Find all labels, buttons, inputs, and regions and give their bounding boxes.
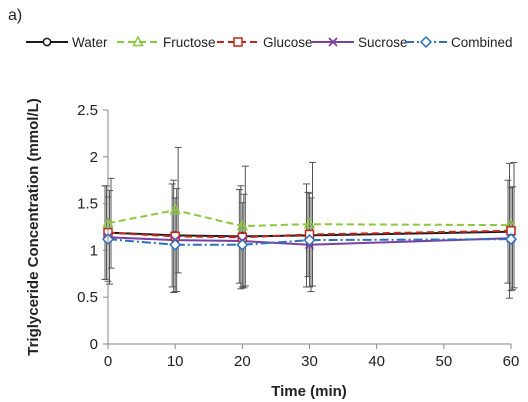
y-tick-label: 2.5: [77, 102, 98, 119]
y-tick-label: 0: [90, 336, 98, 353]
legend-marker: [42, 37, 52, 47]
error-bars: [101, 146, 518, 299]
x-tick-label: 50: [435, 353, 452, 370]
legend-label: Combined: [451, 35, 513, 50]
y-tick-label: 2: [90, 149, 98, 166]
legend-marker: [132, 35, 144, 47]
legend-marker: [328, 37, 338, 47]
legend-item-glucose: Glucose: [217, 35, 313, 50]
legend-label: Water: [72, 35, 108, 50]
legend-label: Fructose: [163, 35, 216, 50]
x-tick-label: 20: [234, 353, 251, 370]
data-point-combined: [169, 238, 182, 251]
legend-item-combined: Combined: [405, 35, 513, 50]
legend-label: Sucrose: [358, 35, 408, 50]
legend-item-fructose: Fructose: [117, 35, 216, 50]
x-tick-label: 0: [104, 353, 112, 370]
x-axis-title: Time (min): [271, 383, 347, 400]
x-tick-label: 60: [503, 353, 520, 370]
legend-item-water: Water: [26, 35, 108, 50]
axes: [103, 109, 512, 349]
data-point-fructose: [169, 203, 181, 215]
data-point-combined: [236, 238, 249, 251]
legend-label: Glucose: [263, 35, 313, 50]
data-point-combined: [504, 233, 518, 246]
y-tick-labels: 0 0.5 1 1.5 2 2.5: [77, 102, 98, 353]
series-markers: [101, 203, 518, 251]
data-point-fructose: [236, 219, 249, 231]
series-line-fructose: [107, 209, 512, 228]
data-point-fructose: [303, 217, 316, 229]
panel-label: a): [8, 7, 22, 24]
y-tick-label: 0.5: [77, 289, 98, 306]
y-axis-title: Triglyceride Concentration (mmol/L): [25, 98, 42, 356]
x-tick-label: 30: [301, 353, 318, 370]
x-tick-label: 40: [368, 353, 385, 370]
x-tick-label: 10: [167, 353, 184, 370]
y-tick-label: 1: [90, 242, 98, 259]
legend: Water Fructose Glucose Sucrose Combined: [26, 35, 513, 50]
y-tick-label: 1.5: [77, 196, 98, 213]
legend-marker: [419, 35, 433, 49]
x-tick-labels: 0 10 20 30 40 50 60: [104, 353, 520, 370]
legend-item-sucrose: Sucrose: [312, 35, 408, 50]
data-point-combined: [303, 234, 316, 247]
legend-marker: [233, 37, 243, 47]
